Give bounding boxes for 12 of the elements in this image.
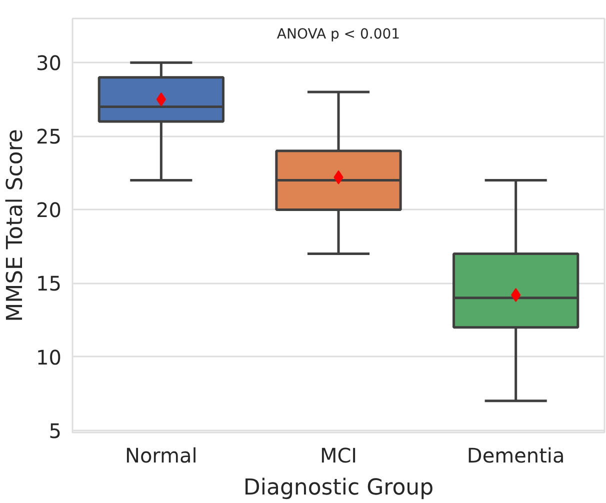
- x-tick-label: Dementia: [466, 444, 565, 468]
- y-tick-label: 15: [36, 272, 62, 296]
- y-tick-label: 30: [36, 51, 62, 76]
- y-tick-label: 10: [36, 345, 62, 370]
- y-tick-label: 20: [36, 198, 62, 222]
- y-tick-label: 25: [36, 124, 62, 149]
- x-axis-title: Diagnostic Group: [243, 476, 434, 500]
- annotation: ANOVA p < 0.001: [276, 26, 400, 42]
- x-tick-label: Normal: [124, 444, 198, 468]
- y-axis-title: MMSE Total Score: [3, 129, 28, 322]
- x-tick-label: MCI: [320, 444, 358, 468]
- y-tick-label: 5: [48, 418, 62, 443]
